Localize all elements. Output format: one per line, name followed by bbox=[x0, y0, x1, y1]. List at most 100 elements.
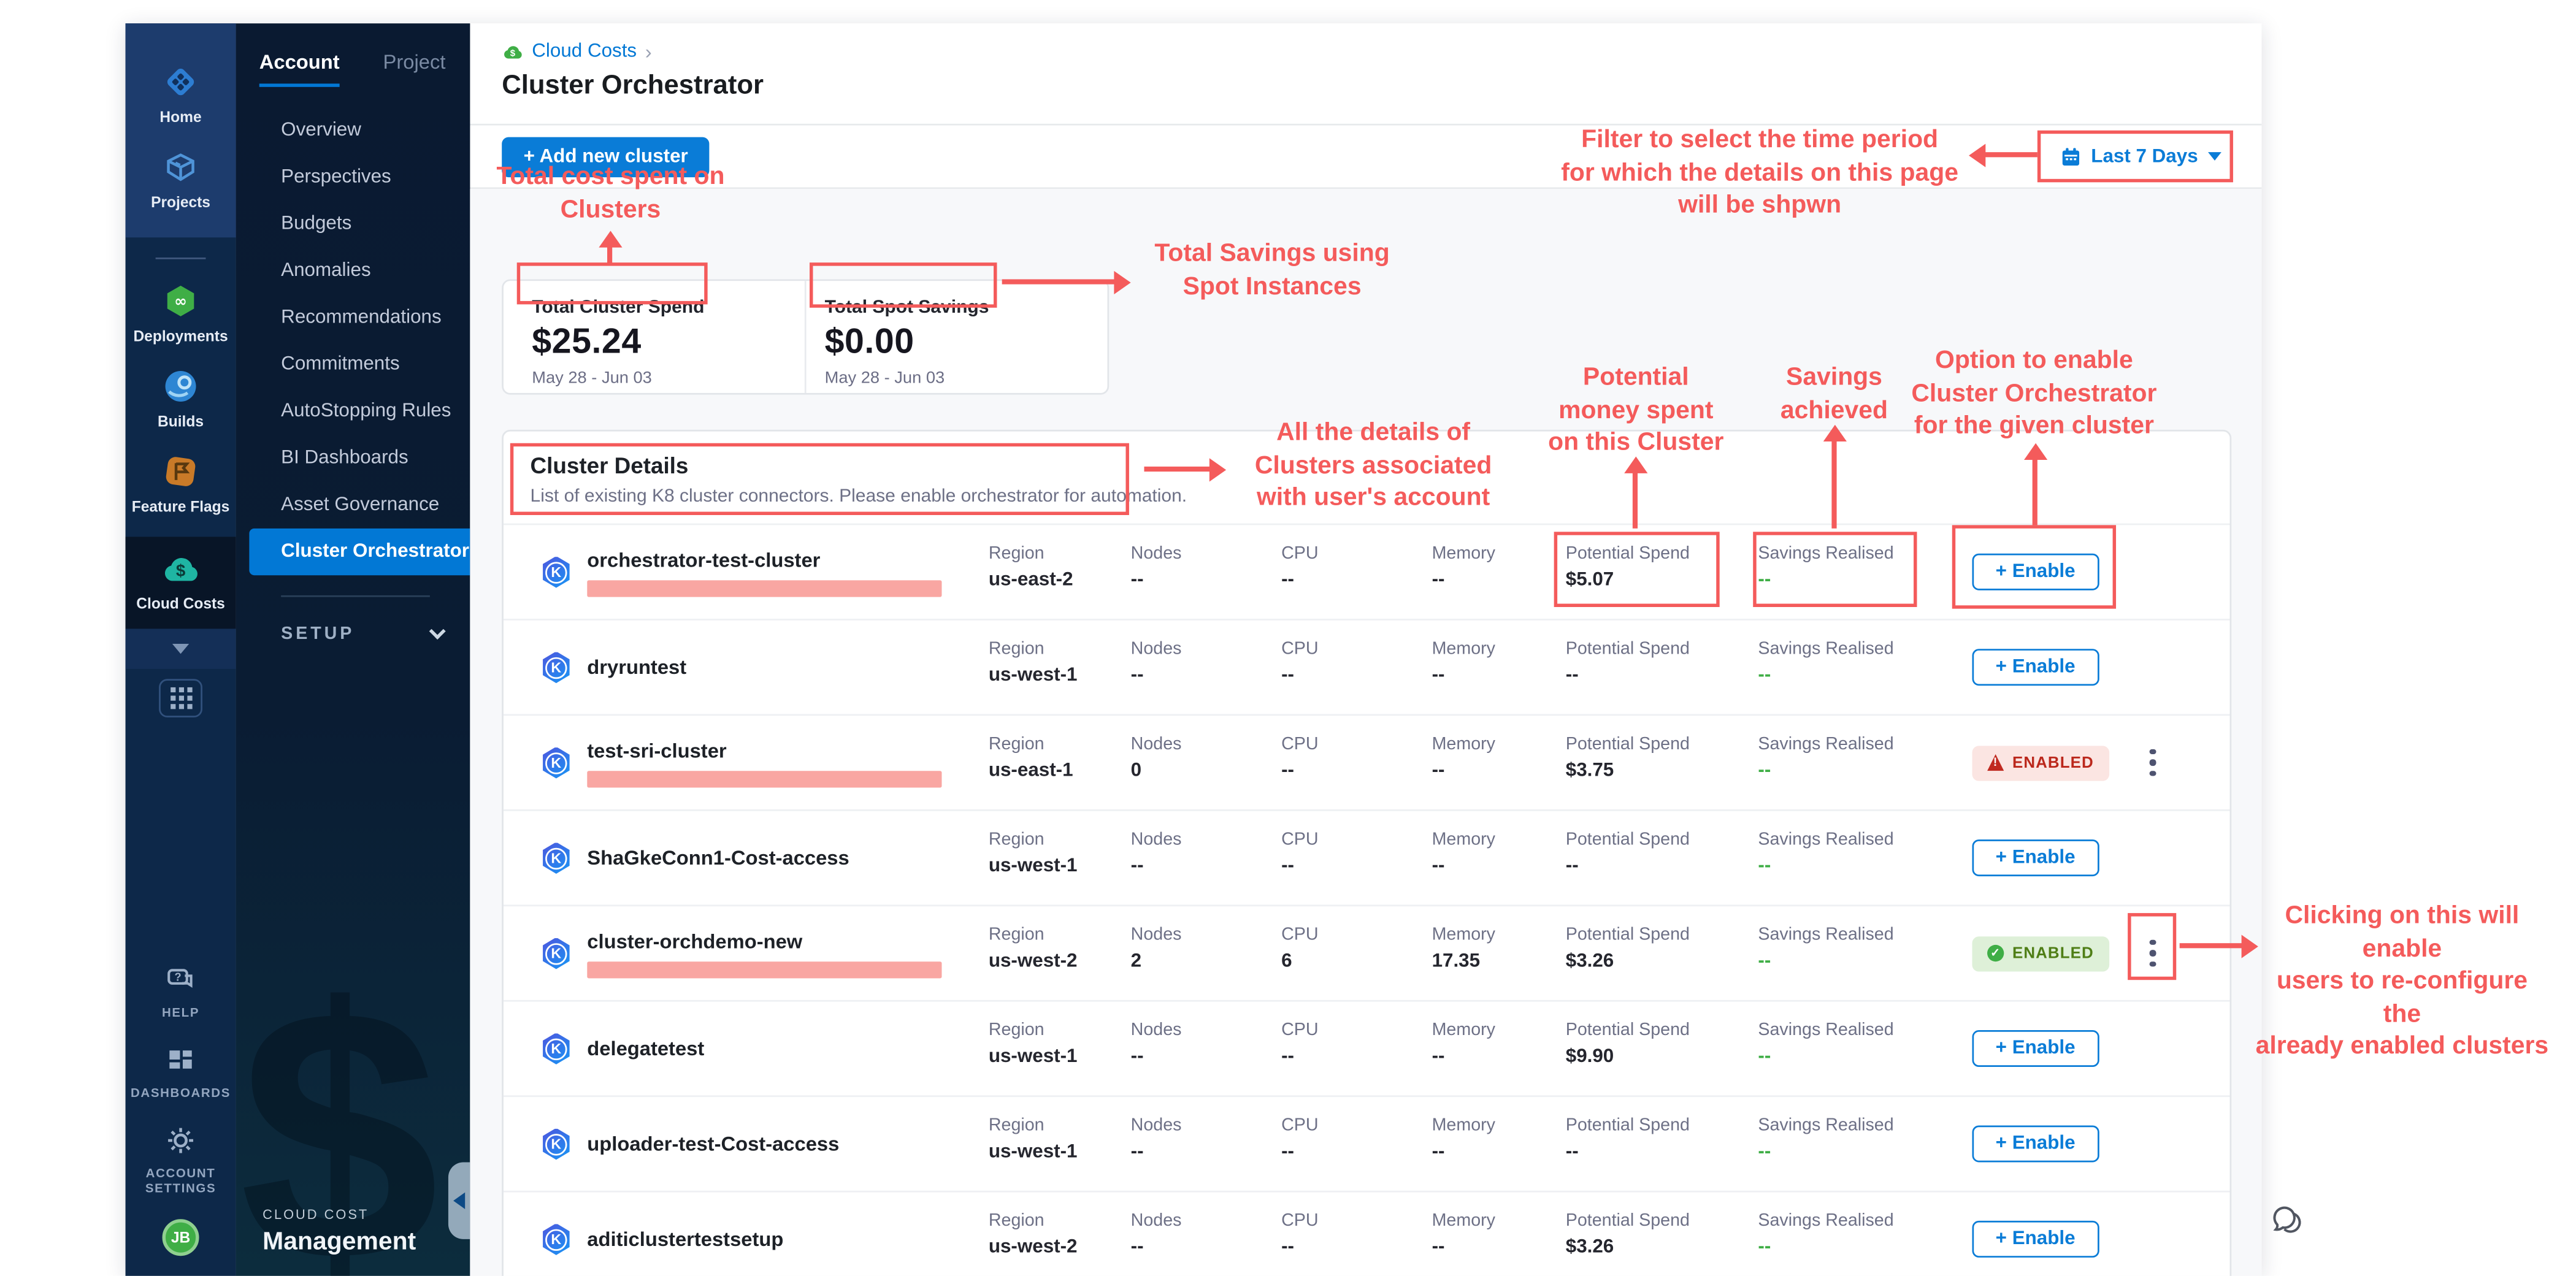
time-period-value: Last 7 Days bbox=[2091, 146, 2198, 167]
cluster-name[interactable]: orchestrator-test-cluster bbox=[587, 548, 821, 571]
sidebar-item-cloud-costs[interactable]: $ Cloud Costs bbox=[126, 550, 236, 612]
nav-item-perspectives[interactable]: Perspectives bbox=[281, 167, 391, 188]
nav-item-bi-dashboards[interactable]: BI Dashboards bbox=[281, 448, 408, 468]
sidebar-item-projects[interactable]: Projects bbox=[126, 149, 236, 211]
column-label: Nodes bbox=[1130, 1210, 1182, 1231]
cell-savings: Savings Realised -- bbox=[1758, 639, 1893, 686]
cluster-name[interactable]: aditiclustertestsetup bbox=[587, 1227, 784, 1251]
enable-button[interactable]: + Enable bbox=[1972, 1030, 2099, 1068]
nav-item-autostopping-rules[interactable]: AutoStopping Rules bbox=[281, 401, 451, 422]
row-action: + Enable bbox=[1972, 621, 2099, 714]
cell-value: us-west-1 bbox=[988, 665, 1078, 686]
sidebar-item-label: Home bbox=[159, 109, 202, 126]
kebab-menu-icon[interactable] bbox=[2136, 906, 2170, 1000]
cell-region: Region us-west-2 bbox=[989, 1211, 1078, 1258]
cell-memory: Memory -- bbox=[1432, 543, 1495, 590]
page-title: Cluster Orchestrator bbox=[502, 72, 764, 101]
gear-icon bbox=[164, 1124, 197, 1158]
cell-value: -- bbox=[1758, 570, 1771, 590]
cell-value: -- bbox=[1758, 1142, 1771, 1163]
breadcrumb-link[interactable]: Cloud Costs bbox=[532, 42, 637, 62]
cell-value: us-west-1 bbox=[988, 856, 1078, 877]
cluster-name[interactable]: dryruntest bbox=[587, 655, 687, 679]
cell-potential: Potential Spend -- bbox=[1566, 1115, 1690, 1162]
enable-button[interactable]: + Enable bbox=[1972, 649, 2099, 686]
nav-item-recommendations[interactable]: Recommendations bbox=[281, 307, 442, 328]
tab-project[interactable]: Project bbox=[383, 50, 446, 74]
sidebar-item-builds[interactable]: Builds bbox=[126, 368, 236, 430]
rail-collapse-modules[interactable] bbox=[125, 628, 236, 669]
time-period-filter[interactable]: Last 7 Days bbox=[2051, 139, 2231, 174]
cluster-name[interactable]: ShaGkeConn1-Cost-access bbox=[587, 846, 849, 870]
column-label: Nodes bbox=[1130, 829, 1182, 850]
sidebar-item-account-settings[interactable]: ACCOUNT SETTINGS bbox=[126, 1124, 236, 1196]
module-picker-button[interactable] bbox=[159, 679, 203, 718]
column-label: Savings Realised bbox=[1758, 543, 1894, 564]
nav-item-budgets[interactable]: Budgets bbox=[281, 214, 352, 234]
redacted-cluster-id bbox=[587, 579, 942, 597]
stat-period: May 28 - Jun 03 bbox=[532, 369, 652, 388]
sidebar-item-home[interactable]: Home bbox=[126, 64, 236, 126]
kubernetes-cluster-icon: K bbox=[543, 937, 570, 969]
kubernetes-cluster-icon: K bbox=[543, 746, 570, 779]
chat-help-icon[interactable] bbox=[2268, 1201, 2305, 1237]
cluster-name[interactable]: delegatetest bbox=[587, 1036, 705, 1061]
nav-menu: Overview Perspectives Budgets Anomalies … bbox=[236, 107, 470, 576]
cell-memory: Memory -- bbox=[1432, 639, 1495, 686]
sidebar-item-help[interactable]: ? HELP bbox=[126, 963, 236, 1020]
cluster-name[interactable]: cluster-orchdemo-new bbox=[587, 929, 803, 953]
kebab-menu-icon[interactable] bbox=[2136, 716, 2170, 809]
nav-item-anomalies[interactable]: Anomalies bbox=[281, 261, 371, 281]
stat-label: Total Cluster Spend bbox=[532, 297, 705, 318]
sidebar-item-feature-flags[interactable]: Feature Flags bbox=[126, 453, 236, 515]
rail-divider bbox=[155, 258, 206, 259]
rail-bottom-section: ? HELP DASHBOARDS ACCOUNT SETTINGS JB bbox=[126, 940, 236, 1276]
cell-savings: Savings Realised -- bbox=[1758, 925, 1893, 971]
enable-button[interactable]: + Enable bbox=[1972, 553, 2099, 590]
add-new-cluster-button[interactable]: + Add new cluster bbox=[502, 136, 710, 177]
tab-account[interactable]: Account bbox=[259, 50, 340, 87]
cell-value: -- bbox=[1281, 665, 1295, 686]
projects-icon bbox=[163, 149, 199, 186]
cell-value: -- bbox=[1758, 665, 1771, 686]
cell-potential: Potential Spend -- bbox=[1566, 830, 1690, 876]
nav-item-setup[interactable]: SETUP bbox=[236, 597, 470, 644]
sidebar-item-deployments[interactable]: ∞ Deployments bbox=[126, 283, 236, 345]
sidebar-item-label: ACCOUNT SETTINGS bbox=[145, 1165, 217, 1196]
help-icon: ? bbox=[164, 963, 197, 997]
column-label: Memory bbox=[1432, 925, 1495, 945]
column-label: Region bbox=[988, 1210, 1045, 1231]
collapse-nav-handle[interactable] bbox=[448, 1162, 470, 1239]
calendar-icon bbox=[2061, 147, 2081, 167]
cell-value: -- bbox=[1281, 1142, 1295, 1163]
enable-button[interactable]: + Enable bbox=[1972, 1125, 2099, 1163]
cell-nodes: Nodes -- bbox=[1131, 543, 1182, 590]
user-avatar[interactable]: JB bbox=[162, 1219, 199, 1256]
cell-potential: Potential Spend $3.75 bbox=[1566, 734, 1690, 781]
cell-nodes: Nodes 2 bbox=[1131, 925, 1182, 971]
column-label: Potential Spend bbox=[1565, 734, 1690, 755]
nav-item-asset-governance[interactable]: Asset Governance bbox=[281, 495, 440, 516]
enable-button[interactable]: + Enable bbox=[1972, 839, 2099, 877]
column-label: Region bbox=[988, 1020, 1045, 1041]
nav-item-cluster-orchestrator[interactable]: Cluster Orchestrator bbox=[249, 528, 470, 576]
nav-item-overview[interactable]: Overview bbox=[281, 120, 361, 141]
cell-potential: Potential Spend $5.07 bbox=[1566, 543, 1690, 590]
cell-cpu: CPU -- bbox=[1281, 734, 1318, 781]
cell-potential: Potential Spend -- bbox=[1566, 639, 1690, 686]
enable-button[interactable]: + Enable bbox=[1972, 1220, 2099, 1258]
sidebar-item-dashboards[interactable]: DASHBOARDS bbox=[126, 1044, 236, 1101]
cell-region: Region us-west-1 bbox=[989, 1115, 1078, 1162]
stat-value: $25.24 bbox=[532, 323, 642, 362]
column-label: Savings Realised bbox=[1758, 829, 1894, 850]
cell-cpu: CPU -- bbox=[1281, 1115, 1318, 1162]
cluster-name[interactable]: uploader-test-Cost-access bbox=[587, 1132, 840, 1156]
cluster-name[interactable]: test-sri-cluster bbox=[587, 738, 727, 762]
column-label: CPU bbox=[1281, 829, 1319, 850]
cell-value: -- bbox=[1281, 570, 1295, 590]
cell-value: -- bbox=[1130, 856, 1144, 877]
nav-item-commitments[interactable]: Commitments bbox=[281, 354, 400, 375]
